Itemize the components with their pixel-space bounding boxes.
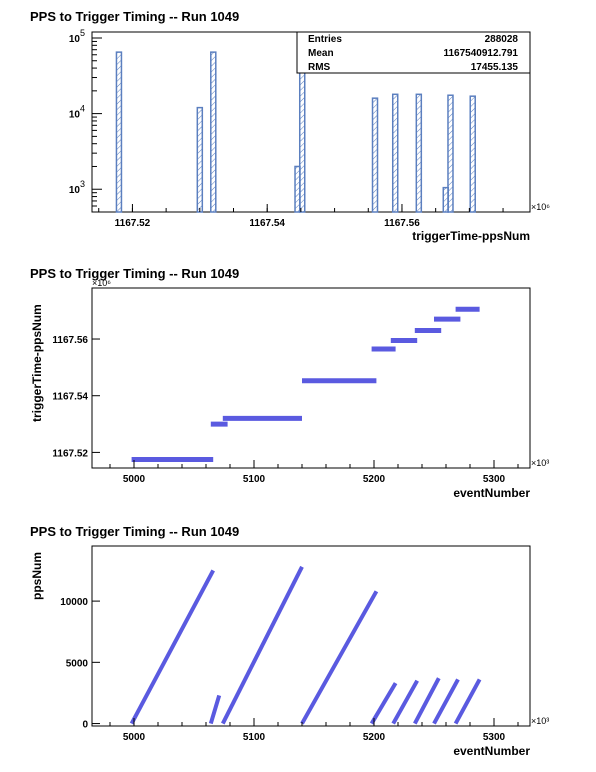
stats-rms-label: RMS <box>308 62 331 73</box>
stats-entries-value: 288028 <box>485 34 519 45</box>
y-tick-label: 0 <box>82 720 88 731</box>
y-tick-exponent: 4 <box>80 104 85 114</box>
x-tick-label: 5300 <box>483 474 506 485</box>
data-segment <box>129 569 215 725</box>
y-axis-label-2: triggerTime-ppsNum <box>30 304 44 422</box>
chart-title-2: PPS to Trigger Timing -- Run 1049 <box>30 266 239 281</box>
data-segment <box>208 694 222 725</box>
x-axis-multiplier-1: ×10⁶ <box>531 202 550 212</box>
y-tick-label: 5000 <box>66 658 89 669</box>
data-segment <box>453 678 482 725</box>
histogram-bar <box>371 97 379 213</box>
y-tick-exponent: 3 <box>80 179 85 189</box>
histogram-bar <box>391 93 399 213</box>
y-axis-label-3: ppsNum <box>30 552 44 600</box>
y-axis-ticks-3: 0 5000 10000 <box>60 597 100 731</box>
x-tick-label: 1167.56 <box>384 218 420 229</box>
x-tick-label: 5200 <box>363 732 386 743</box>
x-tick-label: 1167.54 <box>249 218 285 229</box>
y-tick-base: 10 <box>69 110 81 121</box>
y-axis-multiplier-2: ×10⁶ <box>92 278 111 288</box>
histogram-bar <box>415 93 423 213</box>
data-segment <box>391 679 419 725</box>
x-tick-label: 5200 <box>363 474 386 485</box>
histogram-bar <box>210 51 217 213</box>
stats-rms-value: 17455.135 <box>471 62 519 73</box>
x-axis-ticks-2: 5000 5100 5200 5300 <box>109 460 519 485</box>
y-tick-exponent: 5 <box>80 28 85 38</box>
x-axis-label-2: eventNumber <box>453 486 530 500</box>
scatter-marks-3 <box>129 565 482 725</box>
x-axis-multiplier-2: ×10³ <box>531 458 549 468</box>
scatter-panel-pps-num: PPS to Trigger Timing -- Run 1049 5000 51… <box>30 524 549 758</box>
y-axis-ticks-2: 1167.52 1167.54 1167.56 <box>52 335 100 459</box>
data-segment <box>413 677 441 725</box>
data-segment <box>369 682 398 725</box>
x-tick-label: 5000 <box>123 474 146 485</box>
stats-box-frame <box>296 31 531 74</box>
data-segment <box>221 565 304 725</box>
histogram-bar <box>115 51 123 213</box>
plot-frame-3 <box>91 545 531 727</box>
x-tick-label: 5100 <box>243 474 266 485</box>
stats-mean-label: Mean <box>308 48 334 59</box>
histogram-bar <box>298 51 306 213</box>
histogram-bar <box>447 94 454 213</box>
x-axis-multiplier-3: ×10³ <box>531 716 549 726</box>
data-segment <box>432 678 460 725</box>
scatter-marks-2 <box>131 306 480 462</box>
histogram-panel: PPS to Trigger Timing -- Run 1049 1167.5… <box>30 9 550 243</box>
data-segment <box>300 590 379 725</box>
x-axis-ticks-3: 5000 5100 5200 5300 <box>109 718 519 743</box>
histogram-bars <box>115 51 476 213</box>
x-axis-label-3: eventNumber <box>453 744 530 758</box>
plot-frame-2 <box>91 287 531 469</box>
y-tick-base: 10 <box>69 185 81 196</box>
stats-entries-label: Entries <box>308 34 342 45</box>
histogram-bar <box>196 106 204 213</box>
y-tick-label: 1167.52 <box>52 448 88 459</box>
y-tick-base: 10 <box>69 34 81 45</box>
x-tick-label: 5300 <box>483 732 506 743</box>
scatter-panel-trigger-time: PPS to Trigger Timing -- Run 1049 5000 51… <box>30 266 549 500</box>
x-tick-label: 1167.52 <box>115 218 151 229</box>
y-tick-label: 1167.56 <box>52 335 88 346</box>
x-axis-ticks-1: 1167.52 1167.54 1167.56 <box>98 204 504 229</box>
histogram-bar <box>469 95 476 213</box>
x-tick-label: 5000 <box>123 732 146 743</box>
x-axis-label-1: triggerTime-ppsNum <box>412 229 530 243</box>
y-tick-label: 10000 <box>60 597 88 608</box>
y-tick-label: 1167.54 <box>52 392 88 403</box>
chart-title-3: PPS to Trigger Timing -- Run 1049 <box>30 524 239 539</box>
chart-title-1: PPS to Trigger Timing -- Run 1049 <box>30 9 239 24</box>
stats-mean-value: 1167540912.791 <box>443 48 518 59</box>
x-tick-label: 5100 <box>243 732 266 743</box>
stats-box: Entries 288028 Mean 1167540912.791 RMS 1… <box>296 31 531 74</box>
